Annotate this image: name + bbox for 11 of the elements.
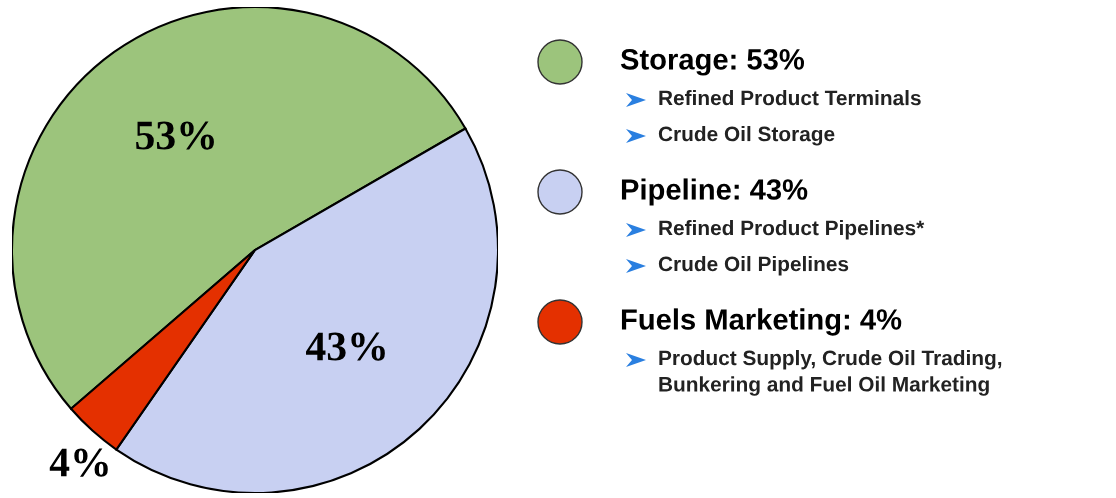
text: Product Supply, Crude Oil Trading, Bunkering and Fuel Oil Marketing <box>659 350 1002 396</box>
legend-label: Storage: 53% <box>620 49 805 76</box>
data-label: 4% <box>49 448 108 477</box>
text: Refined Product Terminals <box>659 90 921 106</box>
data-label: 53% <box>136 121 214 150</box>
text: Crude Oil Storage <box>658 126 835 146</box>
legend-label: Pipeline: 43% <box>621 178 808 206</box>
text: Crude Oil Pipelines <box>658 256 849 276</box>
legend-label: Fuels Marketing: 4% <box>621 308 902 336</box>
data-label: 43% <box>306 332 385 361</box>
text: Refined Product Pipelines* <box>659 220 925 240</box>
